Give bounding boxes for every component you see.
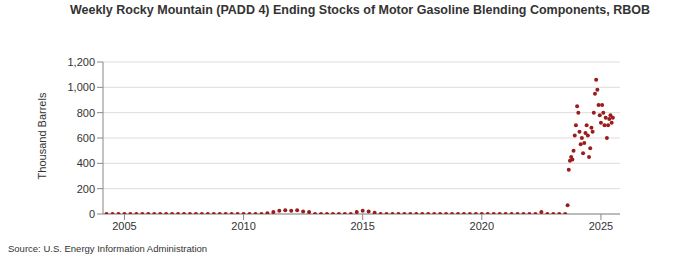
html-text:Thousand Barrels: Thousand Barrels [36, 92, 48, 180]
svg-text:400: 400 [77, 157, 95, 169]
html-text:Weekly Rocky Mountain (PADD 4): Weekly Rocky Mountain (PADD 4) Ending St… [69, 3, 651, 17]
svg-text:200: 200 [77, 183, 95, 195]
svg-text:2005: 2005 [112, 220, 136, 232]
svg-text:2020: 2020 [470, 220, 494, 232]
svg-text:2015: 2015 [350, 220, 374, 232]
svg-text:2010: 2010 [231, 220, 255, 232]
svg-text:2025: 2025 [589, 220, 613, 232]
html-text:Source: U.S. Energy Informatio: Source: U.S. Energy Information Administ… [8, 243, 208, 254]
svg-text:600: 600 [77, 132, 95, 144]
svg-text:0: 0 [89, 208, 95, 220]
svg-text:800: 800 [77, 107, 95, 119]
svg-text:1,200: 1,200 [67, 56, 95, 68]
svg-text:1,000: 1,000 [67, 81, 95, 93]
